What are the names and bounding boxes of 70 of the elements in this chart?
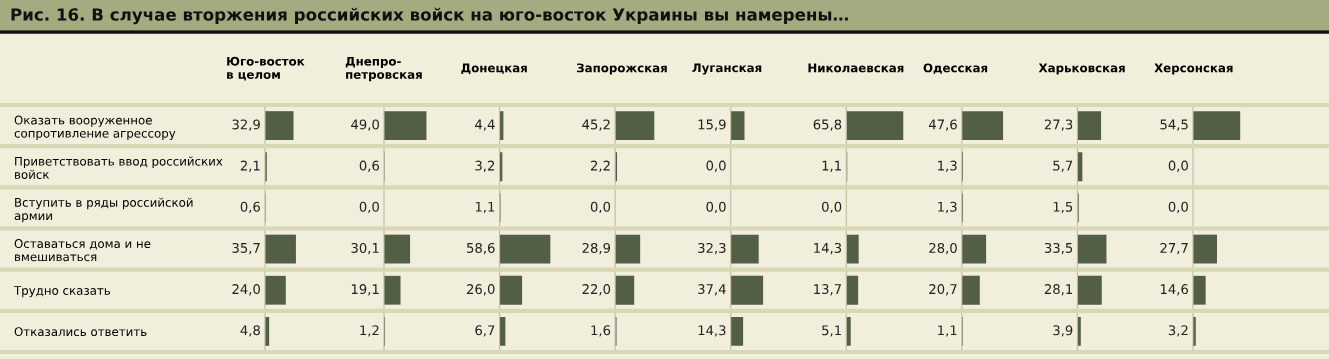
data-label: 1,3: [938, 160, 957, 172]
y-tick-label: Приветствовать ввод российских войск: [15, 156, 223, 179]
data-label: 1,2: [360, 325, 379, 337]
chart-title: Юго-восток в целом: [227, 56, 305, 81]
data-label: 1,1: [475, 201, 495, 214]
data-label: 5,7: [1053, 160, 1073, 172]
data-label: 3,9: [1053, 325, 1073, 337]
chart-title: Херсонская: [1154, 63, 1233, 75]
data-label: 0,0: [1168, 201, 1188, 214]
data-label: 1,1: [938, 325, 957, 337]
data-label: 65,8: [813, 119, 842, 131]
data-label: 24,0: [232, 284, 260, 296]
chart-title: Одесская: [923, 63, 988, 74]
data-label: 0,0: [822, 201, 842, 214]
data-label: 35,7: [232, 242, 260, 255]
data-label: 27,7: [1160, 242, 1188, 255]
data-label: 3,2: [475, 160, 495, 172]
data-label: 49,0: [351, 119, 379, 131]
data-label: 2,2: [590, 160, 610, 172]
data-label: 28,1: [1044, 284, 1073, 296]
y-tick-label: Трудно сказать: [13, 286, 111, 298]
data-label: 0,0: [706, 201, 726, 214]
data-label: 47,6: [928, 119, 957, 131]
y-tick-label: Вступить в ряды российской армии: [14, 197, 193, 223]
data-label: 0,0: [359, 201, 379, 214]
data-label: 37,4: [698, 284, 726, 296]
chart-title: Днепро- петровская: [345, 56, 422, 82]
data-label: 28,9: [582, 242, 611, 255]
chart-title: Донецкая: [461, 63, 527, 74]
data-label: 15,9: [698, 119, 726, 131]
chart-title: Запорожская: [577, 63, 667, 75]
data-label: 22,0: [582, 284, 611, 296]
data-label: 0,6: [240, 201, 260, 214]
y-tick-label: Отказались ответить: [14, 327, 147, 337]
data-label: 3,2: [1168, 325, 1188, 337]
data-label: 26,0: [466, 284, 495, 296]
data-label: 0,0: [1168, 160, 1188, 172]
data-label: 2,1: [240, 160, 260, 172]
data-label: 0,0: [590, 201, 611, 214]
text: Рис. 16. В случае вторжения российских войск на юго-восток Украины вы намерены…: [11, 7, 848, 25]
chart-title: Николаевская: [808, 63, 904, 73]
data-label: 0,6: [359, 160, 379, 172]
data-label: 45,2: [582, 119, 610, 131]
data-label: 14,3: [814, 242, 842, 255]
data-label: 19,1: [351, 284, 379, 296]
data-label: 4,4: [475, 119, 495, 131]
data-label: 4,8: [240, 325, 260, 337]
data-label: 30,1: [351, 242, 379, 255]
data-label: 58,6: [467, 242, 495, 255]
y-tick-label: Оказать вооруженное сопротивление агрессору: [14, 115, 176, 141]
data-label: 1,3: [938, 201, 957, 214]
data-label: 0,0: [706, 160, 726, 172]
data-label: 14,3: [698, 325, 726, 337]
data-label: 1,1: [822, 160, 841, 172]
data-label: 5,1: [822, 325, 841, 337]
data-label: 32,3: [698, 242, 726, 255]
data-label: 32,9: [232, 119, 260, 131]
data-label: 6,7: [475, 325, 495, 337]
y-tick-label: Оставаться дома и не вмешиваться: [14, 239, 151, 262]
data-label: 20,7: [929, 284, 957, 296]
data-label: 14,6: [1160, 284, 1188, 296]
data-label: 28,0: [929, 242, 957, 255]
data-label: 27,3: [1044, 119, 1073, 131]
data-label: 33,5: [1044, 242, 1073, 255]
chart-title: Харьковская: [1038, 63, 1125, 75]
chart-title: Луганская: [692, 63, 762, 75]
data-label: 54,5: [1160, 119, 1188, 131]
data-label: 13,7: [814, 284, 841, 296]
data-label: 1,6: [591, 325, 611, 337]
data-label: 1,5: [1053, 201, 1073, 214]
